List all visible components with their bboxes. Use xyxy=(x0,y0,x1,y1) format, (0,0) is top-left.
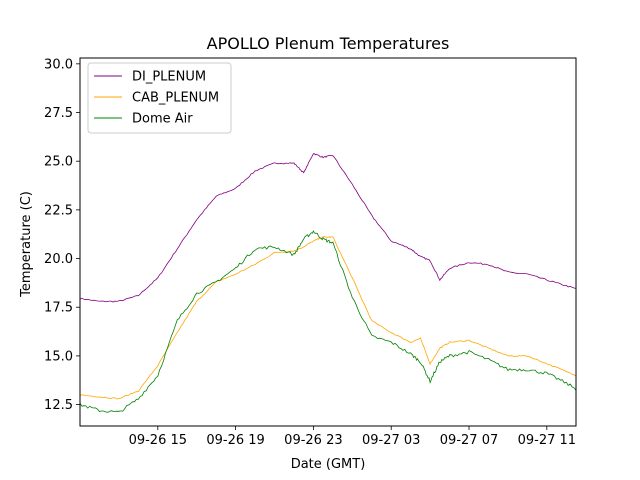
chart-title: APOLLO Plenum Temperatures xyxy=(207,34,450,53)
x-axis-label: Date (GMT) xyxy=(291,457,366,472)
x-tick-label: 09-26 15 xyxy=(129,433,187,448)
x-tick-label: 09-27 03 xyxy=(362,433,420,448)
series-line-cab-plenum xyxy=(80,236,576,400)
legend-label: DI_PLENUM xyxy=(132,70,206,85)
y-tick-label: 12.5 xyxy=(44,398,73,413)
legend-box xyxy=(87,62,232,134)
plot-frame xyxy=(79,57,577,427)
x-axis: 09-26 15 09-26 19 09-26 23 09-27 03 09-27 07… xyxy=(129,426,576,448)
series-line-di-plenum xyxy=(80,153,576,303)
y-tick-label: 22.5 xyxy=(44,203,73,218)
y-tick-label: 20.0 xyxy=(44,252,73,267)
y-tick-label: 30.0 xyxy=(44,57,73,72)
series-layer xyxy=(80,153,576,413)
y-tick-label: 15.0 xyxy=(44,349,73,364)
legend-label: CAB_PLENUM xyxy=(132,91,219,106)
y-tick-label: 25.0 xyxy=(44,155,73,170)
y-tick-label: 17.5 xyxy=(44,301,73,316)
x-tick-label: 09-27 07 xyxy=(440,433,498,448)
legend-label: Dome Air xyxy=(132,112,193,127)
legend: DI_PLENUM CAB_PLENUM Dome Air xyxy=(87,62,232,134)
y-tick-label: 27.5 xyxy=(44,106,73,121)
y-axis: 12.5 15.0 17.5 20.0 22.5 25.0 27.5 30.0 xyxy=(44,57,80,413)
series-line-dome-air xyxy=(80,230,576,413)
y-axis-label: Temperature (C) xyxy=(19,191,34,298)
x-tick-label: 09-26 23 xyxy=(284,433,342,448)
x-tick-label: 09-27 11 xyxy=(518,433,576,448)
x-tick-label: 09-26 19 xyxy=(206,433,264,448)
